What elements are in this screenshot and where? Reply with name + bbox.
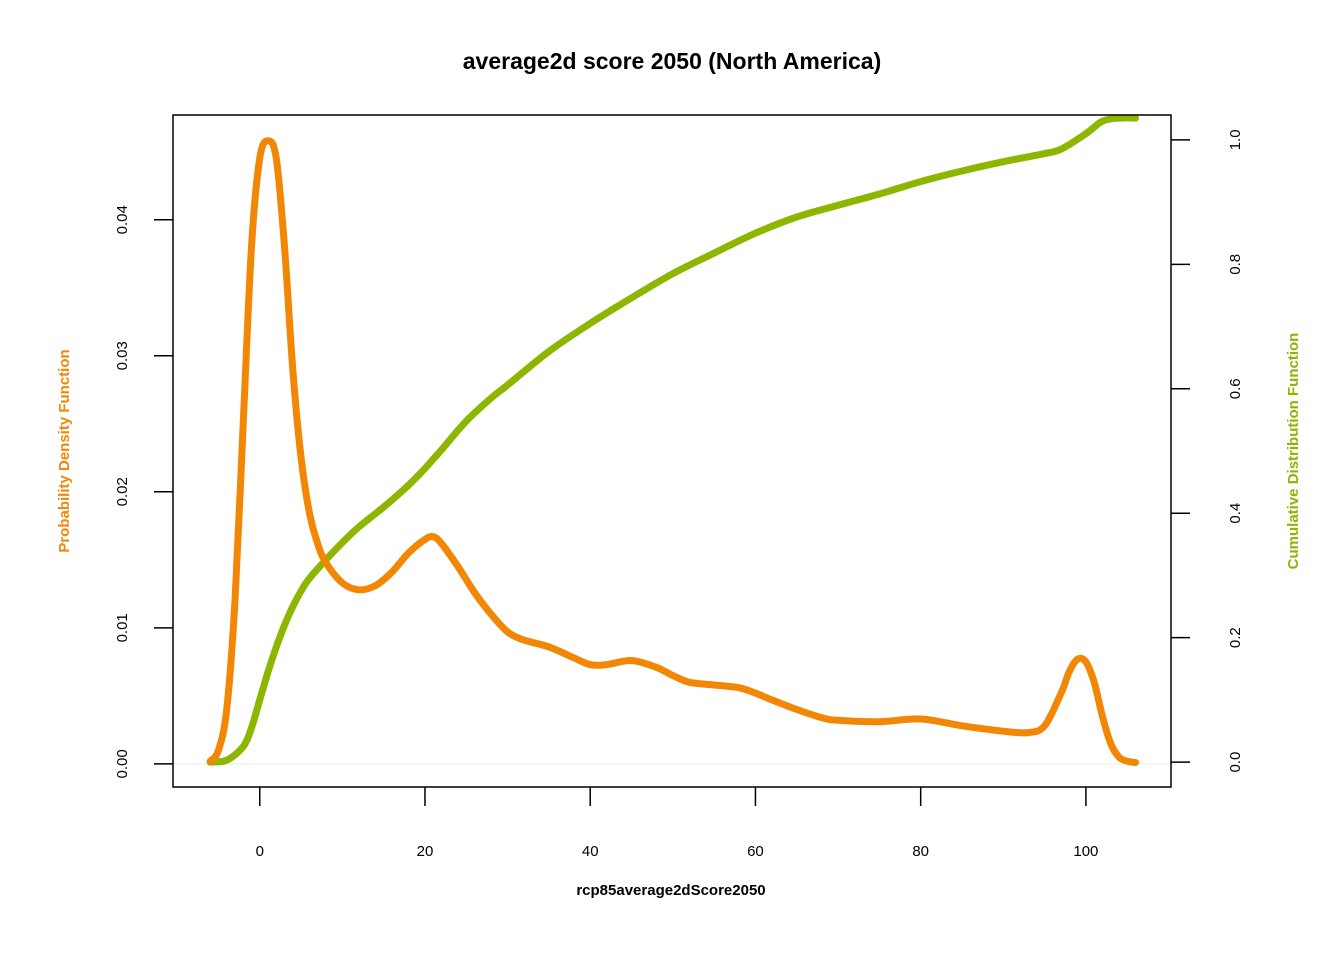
x-tick-label-4: 80 xyxy=(912,843,929,860)
left-y-tick-label-0: 0.00 xyxy=(114,749,131,778)
right-y-axis-label: Cumulative Distribution Function xyxy=(1285,333,1302,570)
x-tick-label-0: 0 xyxy=(256,843,264,860)
x-tick-label-2: 40 xyxy=(582,843,599,860)
left-y-tick-label-3: 0.03 xyxy=(114,341,131,370)
pdf-series-line xyxy=(206,137,1139,766)
right-y-tick-label-3: 0.6 xyxy=(1227,378,1244,399)
left-y-tick-label-2: 0.02 xyxy=(114,477,131,506)
x-tick-label-3: 60 xyxy=(747,843,764,860)
cdf-series-line xyxy=(206,114,1139,766)
right-y-tick-label-0: 0.0 xyxy=(1227,752,1244,773)
right-y-tick-label-5: 1.0 xyxy=(1227,129,1244,150)
plot-frame xyxy=(172,114,1172,788)
x-axis-label: rcp85average2dScore2050 xyxy=(576,882,765,899)
x-tick-label-5: 100 xyxy=(1073,843,1098,860)
chart-title: average2d score 2050 (North America) xyxy=(463,48,881,74)
left-y-tick-label-1: 0.01 xyxy=(114,613,131,642)
right-y-tick-label-1: 0.2 xyxy=(1227,627,1244,648)
x-tick-label-1: 20 xyxy=(417,843,434,860)
left-y-tick-label-4: 0.04 xyxy=(114,205,131,234)
right-y-tick-label-2: 0.4 xyxy=(1227,503,1244,524)
right-y-tick-label-4: 0.8 xyxy=(1227,254,1244,275)
left-y-axis-label: Probability Density Function xyxy=(56,349,73,552)
